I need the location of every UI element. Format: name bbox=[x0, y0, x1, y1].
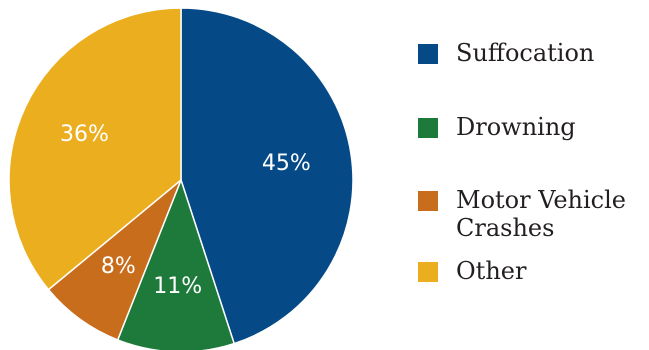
pie-slice-suffocation bbox=[180, 7, 354, 345]
legend-swatch-drowning bbox=[418, 118, 438, 138]
legend-label-suffocation: Suffocation bbox=[456, 39, 594, 67]
slice-value-label-motor-vehicle-crashes: 8% bbox=[101, 254, 136, 279]
slice-value-label-drowning: 11% bbox=[153, 274, 202, 299]
legend-swatch-suffocation bbox=[418, 44, 438, 64]
pie-slice-labels: 45% 11% 8% 36% bbox=[60, 122, 311, 299]
pie-slice-drowning bbox=[116, 179, 235, 350]
slice-value-label-other: 36% bbox=[60, 122, 109, 147]
pie-slice-other bbox=[8, 7, 182, 291]
legend-label-other: Other bbox=[456, 257, 527, 285]
legend-label-drowning: Drowning bbox=[456, 113, 576, 141]
pie-slices bbox=[8, 7, 354, 350]
slice-value-label-suffocation: 45% bbox=[262, 151, 311, 176]
legend-swatch-other bbox=[418, 262, 438, 282]
legend-label-motor-vehicle-crashes: Motor Vehicle Crashes bbox=[456, 186, 626, 242]
legend-swatch-motor-vehicle-crashes bbox=[418, 191, 438, 211]
chart-legend: Suffocation Drowning Motor Vehicle Crashes O… bbox=[418, 39, 626, 285]
